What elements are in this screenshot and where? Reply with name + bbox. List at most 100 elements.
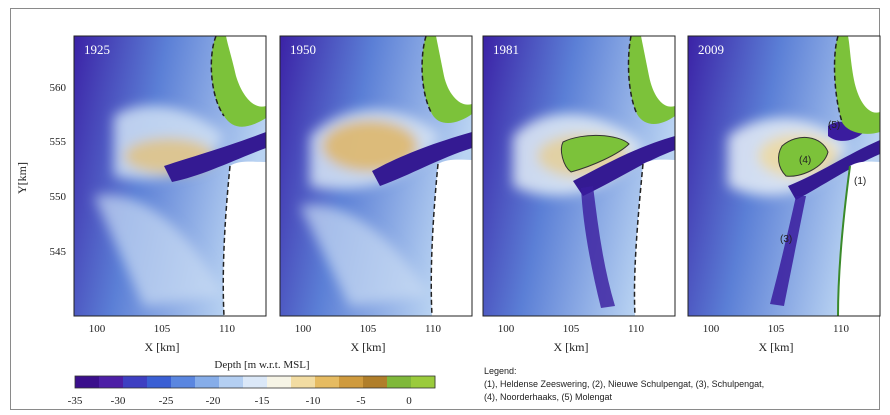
coastline-north — [627, 35, 638, 115]
year-label: 1950 — [290, 42, 316, 57]
land-north-dune — [641, 36, 675, 107]
y-tick-label: 545 — [50, 246, 67, 258]
colorbar-tick-label: -10 — [306, 395, 321, 407]
colorbar-swatch — [171, 376, 196, 388]
legend-title: Legend: — [484, 366, 517, 376]
colorbar-swatch — [339, 376, 364, 388]
year-label: 2009 — [698, 42, 724, 57]
land-south — [634, 159, 675, 316]
colorbar-border — [74, 375, 436, 389]
colorbar-tick-label: 0 — [406, 395, 412, 407]
x-tick-label: 110 — [219, 323, 236, 335]
y-axis-label: Y[km] — [15, 162, 29, 194]
colorbar-swatch — [243, 376, 268, 388]
map-panel-2009: 2009 (4) (5) (1) (3) — [687, 35, 881, 317]
coastline-north — [833, 35, 843, 123]
legend-line: (4), Noorderhaaks, (5) Molengat — [484, 392, 613, 402]
colorbar-swatch — [147, 376, 172, 388]
label-molengat: (5) — [828, 120, 840, 131]
x-axis-label: X [km] — [759, 340, 794, 354]
noorderhaaks-shoal — [778, 137, 829, 177]
x-axis-label: X [km] — [554, 340, 589, 354]
x-tick-label: 100 — [498, 323, 515, 335]
colorbar-tick-label: -25 — [159, 395, 174, 407]
tidal-channel — [573, 136, 675, 196]
x-tick-label: 105 — [360, 323, 377, 335]
colorbar-tick-label: -15 — [255, 395, 270, 407]
x-axis-label: X [km] — [145, 340, 180, 354]
legend: Legend: (1), Heldense Zeeswering, (2), N… — [484, 366, 764, 402]
x-tick-label: 105 — [768, 323, 785, 335]
x-tick-label: 110 — [425, 323, 442, 335]
x-axis-panel-2: 100 105 110 X [km] — [295, 323, 442, 354]
x-tick-label: 110 — [628, 323, 645, 335]
coastline-south — [837, 165, 851, 317]
x-tick-label: 105 — [154, 323, 171, 335]
coastline-south — [633, 163, 644, 317]
x-tick-label: 105 — [563, 323, 580, 335]
land-north-dune — [848, 36, 880, 113]
map-panel-1950: 1950 — [279, 35, 473, 317]
panel-border — [687, 35, 881, 317]
land-south — [431, 159, 472, 316]
map-panel-1981: 1981 — [482, 35, 676, 317]
x-axis-panel-4: 100 105 110 X [km] — [703, 323, 850, 354]
channel-south-branch — [770, 196, 806, 306]
land-south — [223, 161, 266, 316]
colorbar-swatches — [75, 376, 436, 388]
colorbar-swatch — [99, 376, 124, 388]
noorderhaaks-shoal — [560, 134, 630, 173]
colorbar-swatch — [123, 376, 148, 388]
colorbar-swatch — [291, 376, 316, 388]
colorbar-swatch — [267, 376, 292, 388]
label-noorderhaaks: (4) — [799, 155, 811, 166]
land-south — [838, 161, 880, 316]
colorbar-swatch — [363, 376, 388, 388]
colorbar-swatch — [219, 376, 244, 388]
year-label: 1925 — [84, 42, 110, 57]
y-tick-label: 560 — [50, 82, 67, 94]
label-helderse-zeewering: (1) — [854, 176, 866, 187]
channel-south-branch — [581, 186, 615, 308]
panel-border — [279, 35, 473, 317]
colorbar-swatch — [387, 376, 412, 388]
y-tick-label: 550 — [50, 191, 67, 203]
colorbar-tick-label: -30 — [111, 395, 126, 407]
colorbar-swatch — [411, 376, 436, 388]
legend-line: (1), Heldense Zeeswering, (2), Nieuwe Sc… — [484, 379, 764, 389]
x-axis-panel-3: 100 105 110 X [km] — [498, 323, 645, 354]
x-axis-panel-1: 100 105 110 X [km] — [89, 323, 236, 354]
tidal-channel — [372, 132, 472, 186]
x-tick-label: 100 — [89, 323, 106, 335]
x-tick-label: 110 — [833, 323, 850, 335]
coastline-south — [430, 163, 439, 317]
ebb-delta-shallow — [94, 194, 224, 306]
colorbar-swatch — [195, 376, 220, 388]
colorbar-tick-label: -20 — [206, 395, 221, 407]
colorbar-swatch — [75, 376, 100, 388]
map-panel-1925: 1925 — [73, 35, 267, 317]
y-tick-label: 555 — [50, 136, 67, 148]
tidal-channel — [788, 140, 880, 200]
panel-border — [482, 35, 676, 317]
colorbar-swatch — [315, 376, 340, 388]
tidal-channel — [164, 132, 266, 182]
colorbar-title: Depth [m w.r.t. MSL] — [214, 359, 309, 371]
colorbar-tick-label: -35 — [68, 395, 83, 407]
panel-border — [73, 35, 267, 317]
coastline-north — [421, 35, 433, 115]
land-north-dune — [226, 36, 266, 107]
sand-flat — [322, 120, 418, 172]
colorbar-tick-label: -5 — [356, 395, 366, 407]
x-tick-label: 100 — [703, 323, 720, 335]
y-axis: 560 555 550 545 Y[km] — [15, 82, 67, 258]
coastline-south — [222, 165, 231, 317]
year-label: 1981 — [493, 42, 519, 57]
label-schulpengat: (3) — [780, 234, 792, 245]
colorbar: Depth [m w.r.t. MSL] -35 -30 -25 -20 -15… — [68, 359, 436, 407]
x-tick-label: 100 — [295, 323, 312, 335]
x-axis-label: X [km] — [351, 340, 386, 354]
land-north-dune — [436, 36, 472, 105]
coastline-north — [210, 35, 225, 117]
